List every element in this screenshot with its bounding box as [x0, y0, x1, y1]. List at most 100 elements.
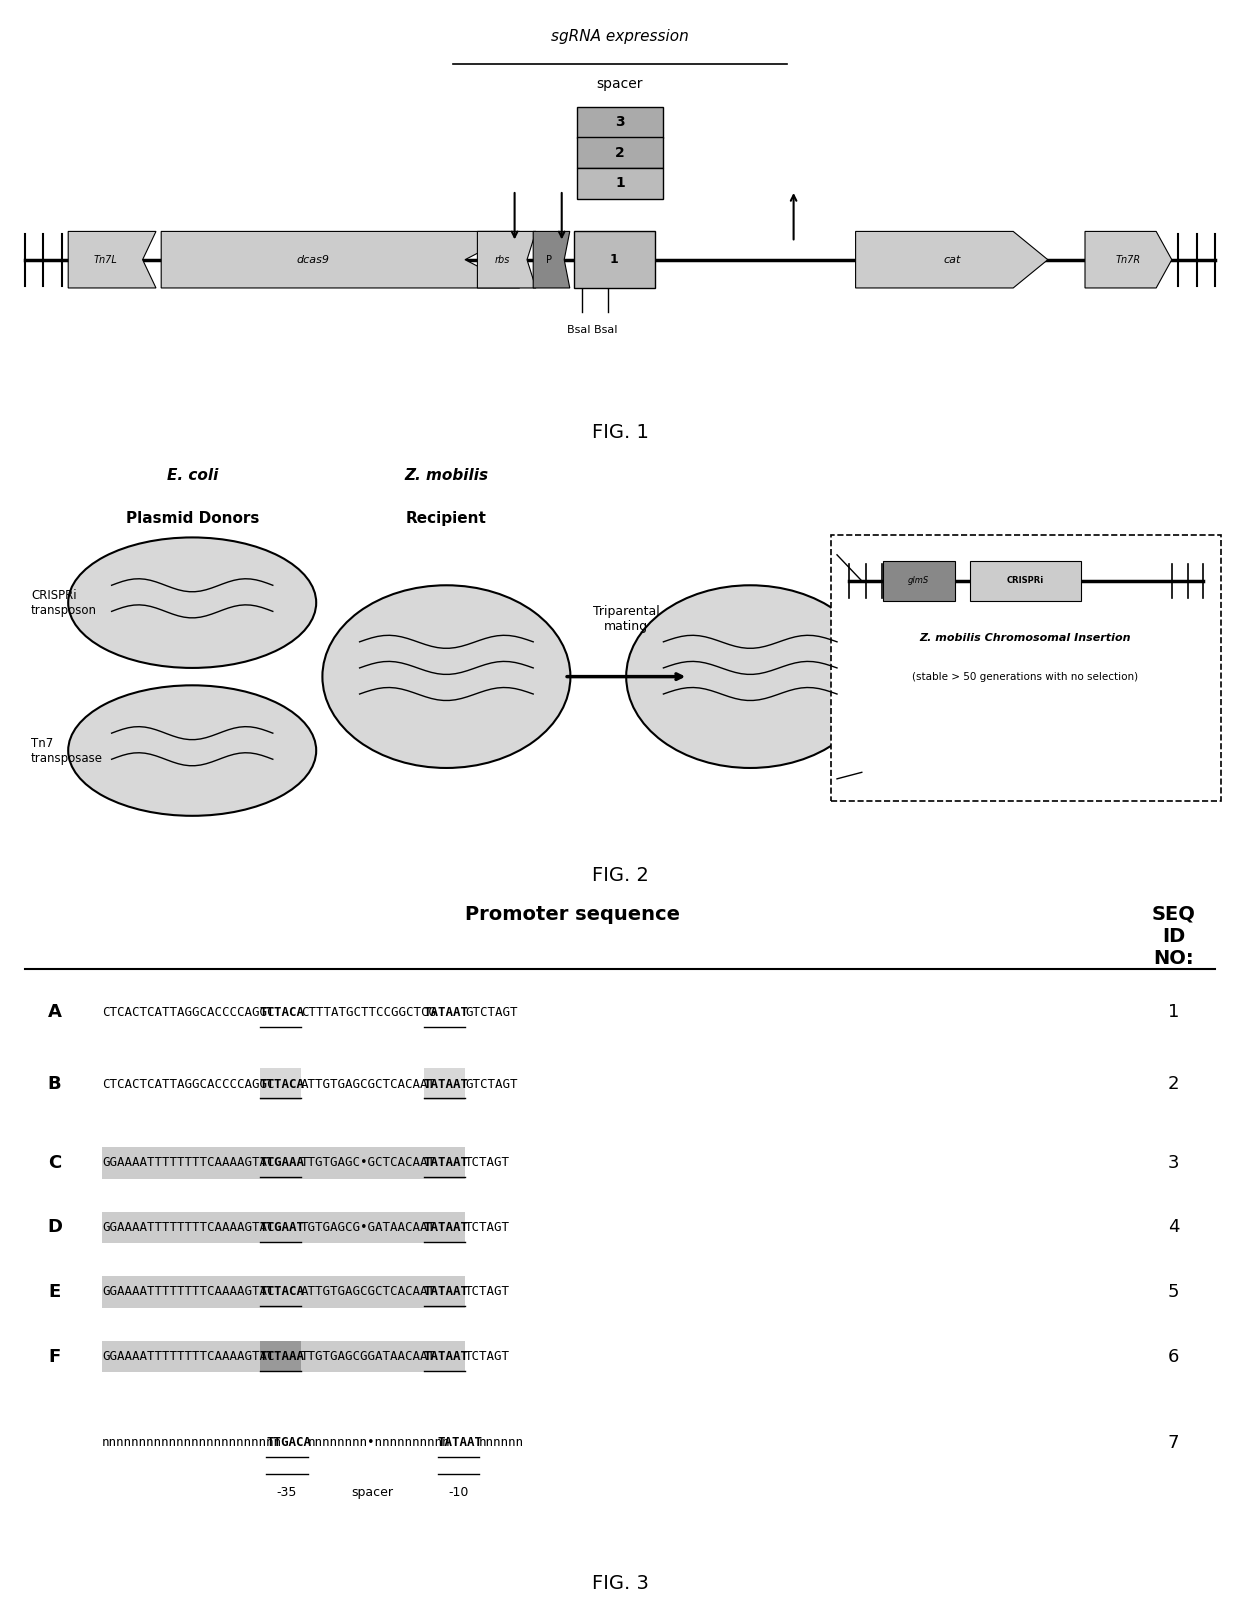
FancyBboxPatch shape — [424, 1211, 465, 1244]
Polygon shape — [68, 232, 156, 288]
FancyBboxPatch shape — [577, 168, 663, 198]
Text: 3: 3 — [1168, 1153, 1179, 1171]
FancyBboxPatch shape — [424, 1068, 465, 1100]
Text: B: B — [48, 1075, 61, 1094]
Ellipse shape — [322, 585, 570, 768]
FancyBboxPatch shape — [259, 1211, 300, 1244]
Text: GGAAAATTTTTTTTCAAAAGTAC: GGAAAATTTTTTTTCAAAAGTAC — [102, 1350, 275, 1363]
Text: TTGTGAGC•GCTCACAAT: TTGTGAGC•GCTCACAAT — [300, 1157, 435, 1170]
Text: CTCACTCATTAGGCACCCCAGGC: CTCACTCATTAGGCACCCCAGGC — [102, 1005, 275, 1018]
Text: CTCACTCATTAGGCACCCCAGGC: CTCACTCATTAGGCACCCCAGGC — [102, 1078, 275, 1091]
Text: Tn7
transposase: Tn7 transposase — [31, 736, 103, 765]
Text: Recipient: Recipient — [405, 511, 487, 527]
FancyBboxPatch shape — [831, 535, 1221, 801]
Text: TATAAT: TATAAT — [438, 1435, 482, 1448]
Text: TATAAT: TATAAT — [424, 1078, 469, 1091]
FancyBboxPatch shape — [102, 1276, 259, 1308]
Text: rbs: rbs — [495, 255, 510, 264]
Text: F: F — [48, 1347, 61, 1366]
FancyBboxPatch shape — [577, 106, 663, 139]
Text: 1: 1 — [1168, 1004, 1179, 1021]
Text: (stable > 50 generations with no selection): (stable > 50 generations with no selecti… — [913, 672, 1138, 683]
Text: ATTGTGAGCGCTCACAAT: ATTGTGAGCGCTCACAAT — [300, 1286, 435, 1298]
Text: TATAAT: TATAAT — [424, 1350, 469, 1363]
Text: E: E — [48, 1282, 61, 1302]
Text: TTGAAT: TTGAAT — [259, 1221, 305, 1234]
Text: A: A — [47, 1004, 62, 1021]
FancyBboxPatch shape — [424, 1340, 465, 1373]
Text: 1: 1 — [610, 253, 619, 266]
Text: CTTTATGCTTCCGGCTCG: CTTTATGCTTCCGGCTCG — [300, 1005, 435, 1018]
Text: nnnnnnnn•nnnnnnnnnn: nnnnnnnn•nnnnnnnnnn — [308, 1435, 450, 1448]
Text: TATAAT: TATAAT — [424, 1005, 469, 1018]
Text: Z. mobilis: Z. mobilis — [404, 467, 489, 483]
Text: spacer: spacer — [352, 1485, 393, 1498]
Text: TTGAAA: TTGAAA — [259, 1157, 305, 1170]
Text: TCTAGT: TCTAGT — [465, 1286, 510, 1298]
Text: GGAAAATTTTTTTTCAAAAGTAC: GGAAAATTTTTTTTCAAAAGTAC — [102, 1286, 275, 1298]
Text: 2: 2 — [1168, 1075, 1179, 1094]
Text: Triparental
mating: Triparental mating — [593, 606, 660, 633]
FancyBboxPatch shape — [259, 1340, 300, 1373]
FancyBboxPatch shape — [424, 1147, 465, 1179]
Text: GTCTAGT: GTCTAGT — [465, 1078, 517, 1091]
Text: TATAAT: TATAAT — [424, 1157, 469, 1170]
Text: TGTGAGCG•GATAACAAT: TGTGAGCG•GATAACAAT — [300, 1221, 435, 1234]
Text: nnnnnn: nnnnnn — [479, 1435, 523, 1448]
Text: BsaI BsaI: BsaI BsaI — [568, 325, 618, 335]
Text: Tn7L: Tn7L — [93, 255, 118, 264]
Text: FIG. 3: FIG. 3 — [591, 1574, 649, 1593]
FancyBboxPatch shape — [970, 561, 1081, 601]
FancyBboxPatch shape — [300, 1276, 424, 1308]
Text: SEQ
ID
NO:: SEQ ID NO: — [1152, 905, 1195, 968]
Text: TATAAT: TATAAT — [424, 1286, 469, 1298]
Text: -35: -35 — [277, 1485, 298, 1498]
FancyBboxPatch shape — [300, 1147, 424, 1179]
FancyBboxPatch shape — [102, 1211, 259, 1244]
Polygon shape — [856, 232, 1048, 288]
Text: C: C — [48, 1153, 61, 1171]
Text: TTTACA: TTTACA — [259, 1005, 305, 1018]
Text: ATTGTGAGCGCTCACAAT: ATTGTGAGCGCTCACAAT — [300, 1078, 435, 1091]
Text: nnnnnnnnnnnnnnnnnnnnnnnn: nnnnnnnnnnnnnnnnnnnnnnnn — [102, 1435, 283, 1448]
Text: Z. mobilis Chromosomal Insertion: Z. mobilis Chromosomal Insertion — [920, 633, 1131, 643]
FancyBboxPatch shape — [424, 1276, 465, 1308]
Text: TCTAGT: TCTAGT — [465, 1221, 510, 1234]
Text: TTTAAA: TTTAAA — [259, 1350, 305, 1363]
Text: glmS: glmS — [908, 577, 930, 585]
Text: CRISPRi: CRISPRi — [1007, 577, 1044, 585]
Ellipse shape — [68, 685, 316, 815]
FancyBboxPatch shape — [102, 1147, 259, 1179]
FancyBboxPatch shape — [259, 1147, 300, 1179]
FancyBboxPatch shape — [300, 1340, 424, 1373]
Text: spacer: spacer — [596, 77, 644, 90]
Text: TTTACA: TTTACA — [259, 1286, 305, 1298]
Text: TTGTGAGCGGATAACAAT: TTGTGAGCGGATAACAAT — [300, 1350, 435, 1363]
Text: FIG. 1: FIG. 1 — [591, 424, 649, 443]
FancyBboxPatch shape — [574, 232, 655, 288]
FancyBboxPatch shape — [883, 561, 955, 601]
Text: E. coli: E. coli — [166, 467, 218, 483]
FancyBboxPatch shape — [102, 1340, 259, 1373]
Text: GTCTAGT: GTCTAGT — [465, 1005, 517, 1018]
Text: 1: 1 — [615, 176, 625, 190]
Text: Plasmid Donors: Plasmid Donors — [125, 511, 259, 527]
Text: TCTAGT: TCTAGT — [465, 1350, 510, 1363]
Text: TATAAT: TATAAT — [424, 1221, 469, 1234]
Polygon shape — [161, 232, 520, 288]
Text: TTGACA: TTGACA — [267, 1435, 311, 1448]
Text: 6: 6 — [1168, 1347, 1179, 1366]
Text: P: P — [546, 255, 552, 264]
Text: 4: 4 — [1168, 1218, 1179, 1237]
Text: Tn7R: Tn7R — [1116, 255, 1141, 264]
Text: 2: 2 — [615, 147, 625, 159]
Text: 7: 7 — [1168, 1434, 1179, 1452]
Text: 3: 3 — [615, 116, 625, 129]
Text: dcas9: dcas9 — [296, 255, 330, 264]
FancyBboxPatch shape — [300, 1211, 424, 1244]
Ellipse shape — [68, 538, 316, 669]
Polygon shape — [1085, 232, 1172, 288]
Text: Promoter sequence: Promoter sequence — [465, 905, 680, 923]
Text: CRISPRi
transposon: CRISPRi transposon — [31, 588, 97, 617]
Text: sgRNA expression: sgRNA expression — [551, 29, 689, 43]
